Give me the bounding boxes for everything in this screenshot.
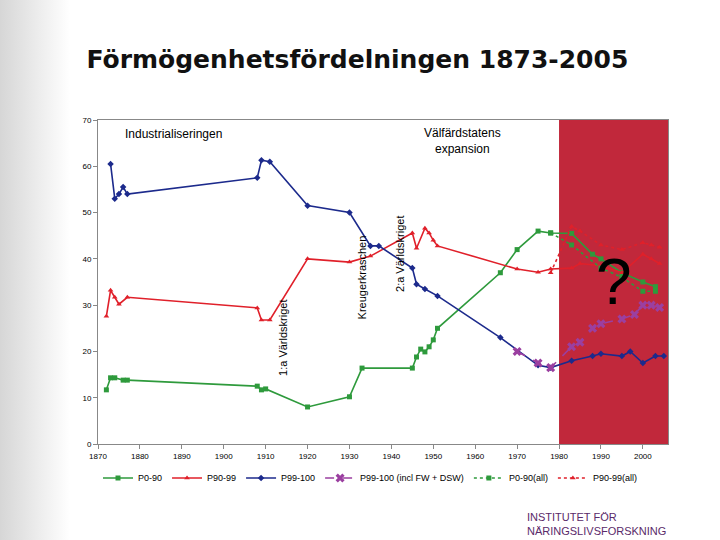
- svg-text:60: 60: [82, 162, 91, 171]
- svg-text:P0-90: P0-90: [138, 473, 162, 483]
- svg-text:Förmögenhetsfördelningen 1873-: Förmögenhetsfördelningen 1873-2005: [86, 45, 628, 74]
- svg-text:?: ?: [596, 246, 632, 318]
- svg-text:1940: 1940: [382, 452, 400, 461]
- svg-text:70: 70: [82, 116, 91, 125]
- svg-text:2000: 2000: [634, 452, 652, 461]
- svg-text:1890: 1890: [173, 452, 191, 461]
- svg-text:P99-100 (incl FW + DSW): P99-100 (incl FW + DSW): [360, 473, 464, 483]
- svg-text:20: 20: [82, 347, 91, 356]
- svg-text:P90-99(all): P90-99(all): [593, 473, 637, 483]
- svg-text:1880: 1880: [131, 452, 149, 461]
- svg-text:1910: 1910: [257, 452, 275, 461]
- svg-text:1930: 1930: [341, 452, 359, 461]
- svg-text:1950: 1950: [424, 452, 442, 461]
- svg-text:10: 10: [82, 394, 91, 403]
- svg-text:P90-99: P90-99: [207, 473, 236, 483]
- svg-text:Industrialiseringen: Industrialiseringen: [125, 127, 222, 141]
- svg-text:1:a Världskriget: 1:a Världskriget: [277, 300, 289, 376]
- svg-text:Kreugerkraschen: Kreugerkraschen: [356, 236, 368, 320]
- svg-text:INSTITUTET FÖRNÄRINGSLIVSFORSK: INSTITUTET FÖRNÄRINGSLIVSFORSKNING: [527, 511, 666, 537]
- svg-text:1900: 1900: [215, 452, 233, 461]
- svg-text:50: 50: [82, 208, 91, 217]
- svg-text:Välfärdstatensexpansion: Välfärdstatensexpansion: [424, 126, 501, 156]
- svg-text:30: 30: [82, 301, 91, 310]
- svg-text:1970: 1970: [508, 452, 526, 461]
- svg-text:1960: 1960: [466, 452, 484, 461]
- svg-text:P99-100: P99-100: [281, 473, 315, 483]
- svg-text:1990: 1990: [592, 452, 610, 461]
- svg-text:40: 40: [82, 255, 91, 264]
- svg-text:1920: 1920: [299, 452, 317, 461]
- svg-text:P0-90(all): P0-90(all): [509, 473, 548, 483]
- svg-text:1870: 1870: [89, 452, 107, 461]
- svg-text:2:a Världskriget: 2:a Världskriget: [394, 216, 406, 292]
- svg-text:0: 0: [87, 440, 92, 449]
- svg-text:1980: 1980: [550, 452, 568, 461]
